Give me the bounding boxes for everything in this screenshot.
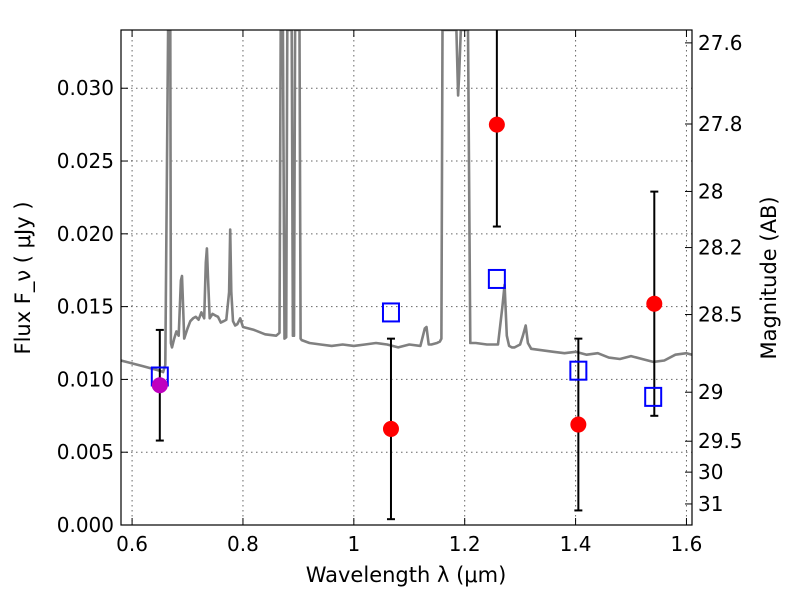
y2-axis-label: Magnitude (AB) (757, 196, 781, 359)
observed-point (383, 421, 399, 437)
y-tick-label: 0.030 (57, 76, 114, 100)
y-tick-label: 0.025 (57, 149, 114, 173)
flux-chart: 0.6 0.8 1 1.2 1.4 1.6 0.0000.0050.0100.0150.0… (0, 0, 800, 600)
y2-tick-label: 30 (698, 460, 723, 484)
model-spectrum (121, 30, 692, 372)
y-tick-label: 0.005 (57, 440, 114, 464)
y-tick-label: 0.010 (57, 367, 114, 391)
x-tick-label: 1 (347, 532, 360, 556)
y2-tick-label: 29 (698, 380, 723, 404)
observed-point (570, 417, 586, 433)
y2-tick-label: 27.8 (698, 112, 743, 136)
y2-tick-label: 28 (698, 179, 723, 203)
x-tick-label: 1.6 (671, 532, 703, 556)
x-tick-label: 0.8 (227, 532, 259, 556)
y2-tick-label: 27.6 (698, 31, 743, 55)
model-photometry-box (489, 270, 505, 288)
model-spectrum-line (121, 30, 692, 372)
y-axis-ticks: 0.000 0.005 0.010 0.015 0.020 0.025 0.030 (57, 76, 128, 537)
x-tick-label: 0.6 (116, 532, 148, 556)
observed-point (646, 296, 662, 312)
y2-tick-label: 28.5 (698, 303, 743, 327)
y2-tick-label: 31 (698, 492, 723, 516)
model-photometry-box (645, 388, 661, 406)
x-axis-label: Wavelength λ (μm) (306, 563, 507, 587)
y2-axis-ticks: 27.6 27.8 28 28.2 28.5 29 29.5 30 31 (685, 31, 743, 516)
y-tick-label: 0.015 (57, 295, 114, 319)
y-axis-label: Flux F_ν ( μJy ) (11, 201, 36, 354)
observed-point (152, 377, 168, 393)
x-tick-label: 1.4 (560, 532, 592, 556)
y2-tick-label: 28.2 (698, 236, 743, 260)
y-tick-label: 0.020 (57, 222, 114, 246)
y2-tick-label: 29.5 (698, 429, 743, 453)
x-tick-label: 1.2 (449, 532, 481, 556)
y-tick-label: 0.000 (57, 513, 114, 537)
observed-point (489, 117, 505, 133)
